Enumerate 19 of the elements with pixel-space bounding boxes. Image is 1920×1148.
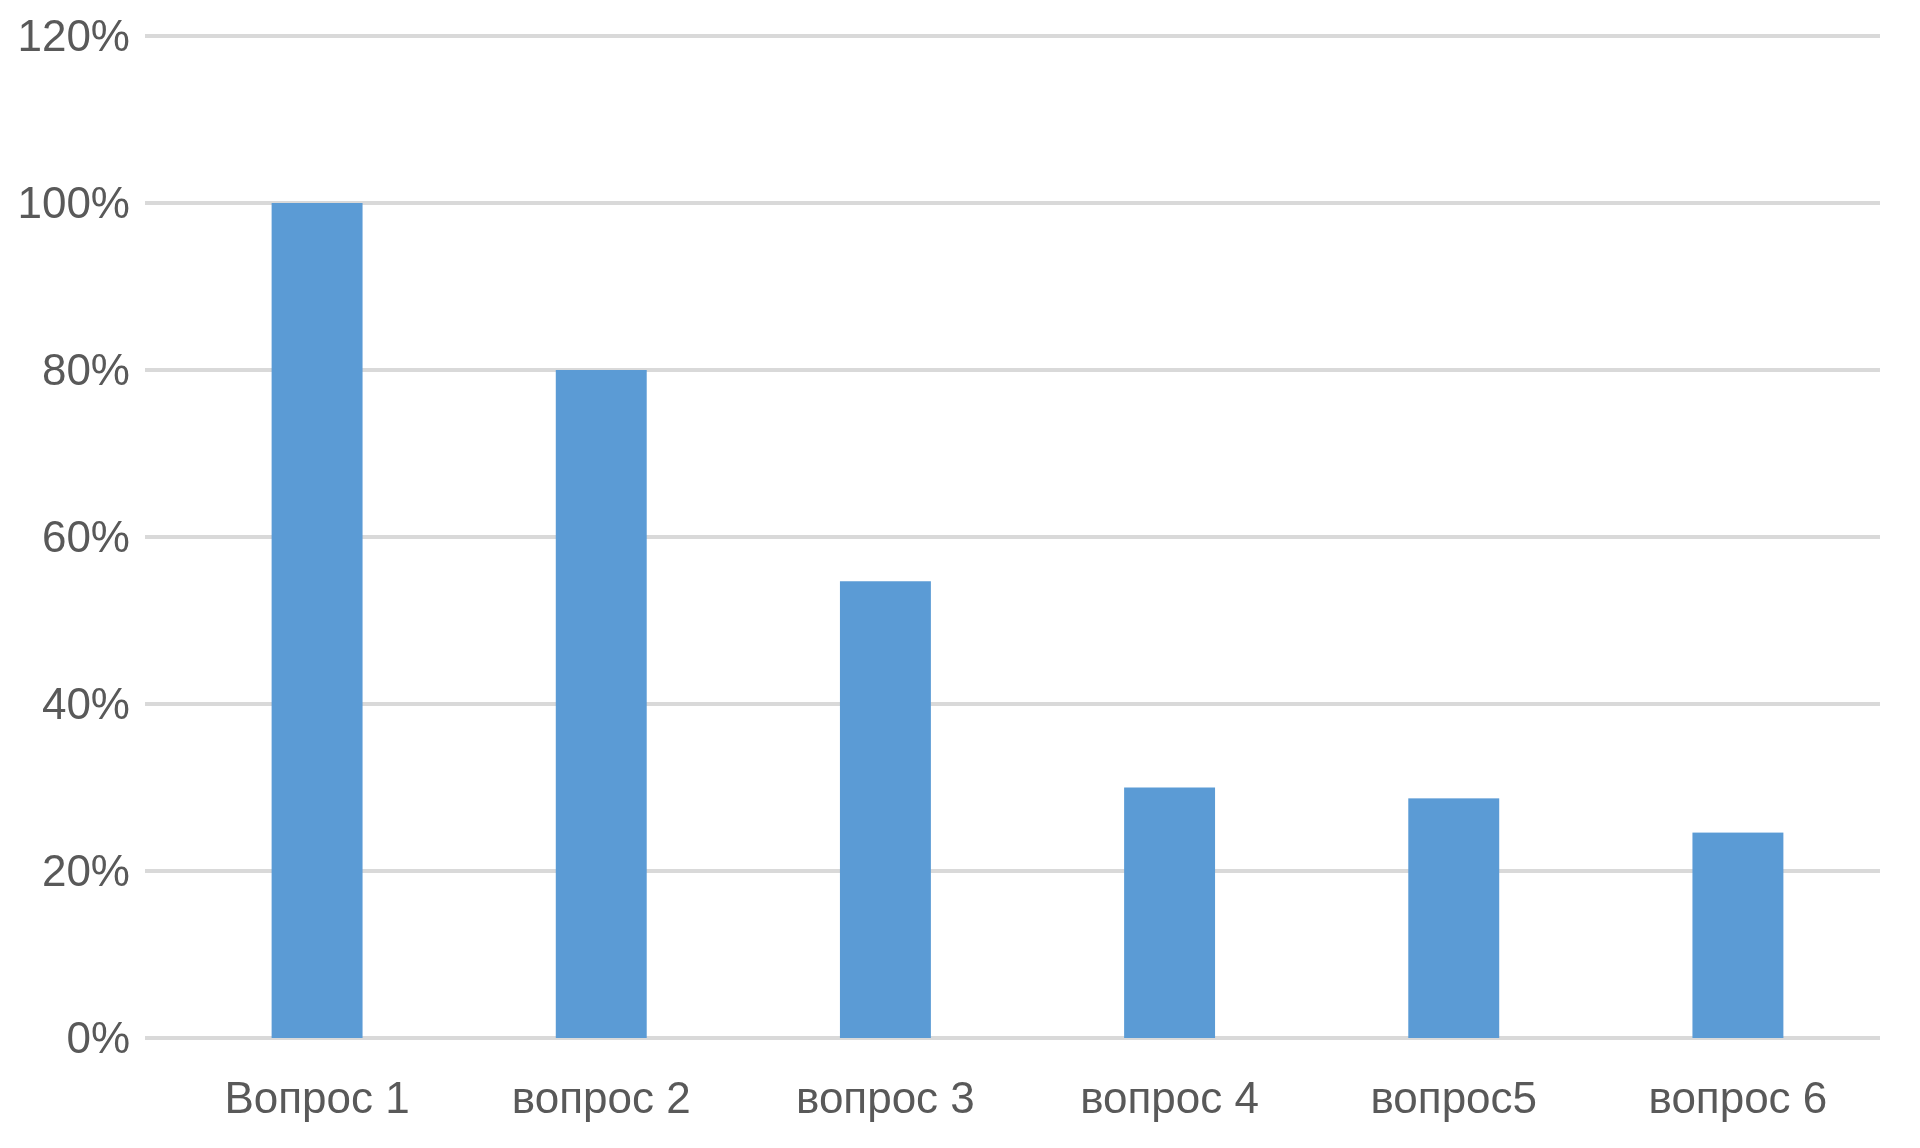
y-tick-label: 0% <box>66 1013 130 1063</box>
x-tick-label: вопрос 3 <box>796 1073 975 1122</box>
y-tick-label: 120% <box>17 11 130 61</box>
y-tick-label: 60% <box>41 512 130 562</box>
x-tick-label: вопрос5 <box>1370 1073 1538 1122</box>
y-tick-label: 80% <box>41 345 130 395</box>
bar <box>1124 787 1216 1038</box>
bar <box>1692 832 1784 1038</box>
y-tick-label: 40% <box>41 679 130 729</box>
x-tick-label: вопрос 4 <box>1080 1073 1259 1122</box>
bar <box>271 203 363 1038</box>
y-tick-label: 20% <box>41 846 130 896</box>
bar <box>555 370 647 1038</box>
bar <box>1408 798 1500 1038</box>
x-tick-label: вопрос 6 <box>1648 1073 1828 1122</box>
y-tick-label: 100% <box>17 178 130 228</box>
bar <box>839 581 931 1038</box>
x-tick-label: вопрос 2 <box>511 1073 691 1122</box>
x-tick-label: Вопрос 1 <box>224 1073 410 1122</box>
